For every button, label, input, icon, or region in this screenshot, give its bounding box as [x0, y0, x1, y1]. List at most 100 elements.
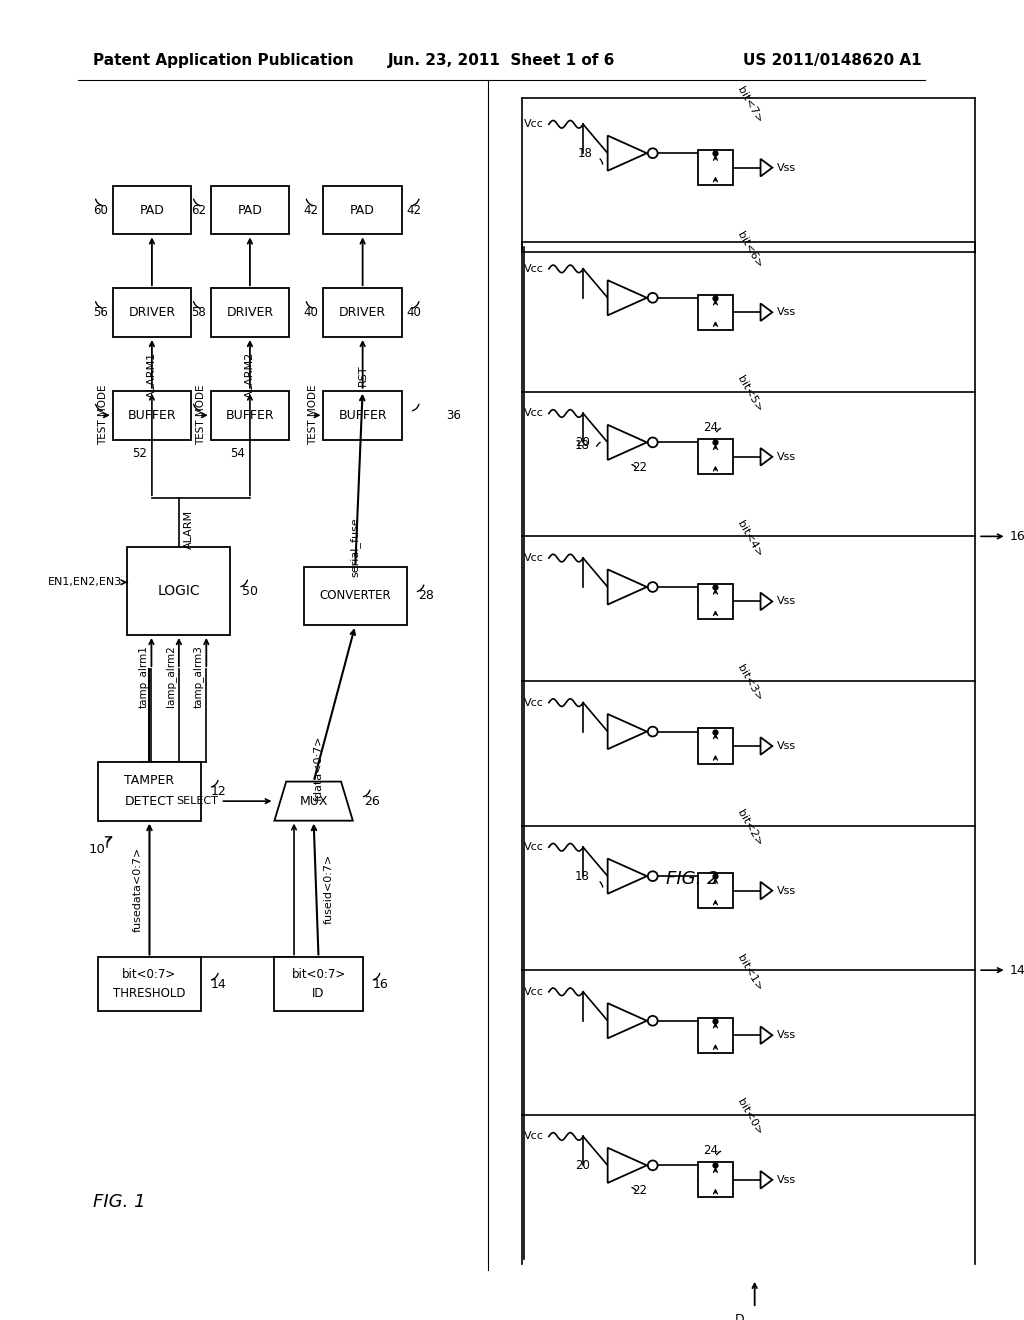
- Text: Vss: Vss: [777, 162, 797, 173]
- Text: THRESHOLD: THRESHOLD: [114, 987, 185, 1001]
- Text: MUX: MUX: [299, 795, 328, 808]
- Text: 16: 16: [373, 978, 388, 991]
- Text: bit<0>: bit<0>: [735, 1097, 764, 1137]
- Text: DRIVER: DRIVER: [226, 306, 273, 319]
- Polygon shape: [607, 280, 647, 315]
- Polygon shape: [761, 882, 772, 899]
- Text: LOGIC: LOGIC: [158, 583, 200, 598]
- Text: Vss: Vss: [777, 741, 797, 751]
- Text: Vss: Vss: [777, 308, 797, 317]
- Text: Vcc: Vcc: [524, 408, 544, 418]
- Bar: [697, 873, 733, 908]
- Polygon shape: [761, 1027, 772, 1044]
- Polygon shape: [607, 425, 647, 459]
- Text: 52: 52: [132, 447, 147, 459]
- Bar: [211, 186, 289, 235]
- Text: 24: 24: [702, 421, 718, 434]
- Bar: [211, 288, 289, 337]
- Polygon shape: [607, 1148, 647, 1183]
- Bar: [98, 762, 201, 821]
- Text: FIG. 1: FIG. 1: [93, 1193, 145, 1210]
- Text: Vss: Vss: [777, 1175, 797, 1185]
- Polygon shape: [761, 304, 772, 321]
- Text: bit<0:7>: bit<0:7>: [292, 968, 346, 981]
- Text: BUFFER: BUFFER: [225, 409, 274, 421]
- Polygon shape: [607, 858, 647, 894]
- Text: FIG. 2: FIG. 2: [667, 870, 719, 888]
- Bar: [697, 729, 733, 763]
- Text: 18: 18: [575, 870, 590, 883]
- Text: Vss: Vss: [777, 597, 797, 606]
- Polygon shape: [274, 781, 353, 821]
- Bar: [113, 288, 191, 337]
- Text: Vss: Vss: [777, 451, 797, 462]
- Text: ALARM2: ALARM2: [245, 352, 255, 399]
- Text: 14: 14: [211, 978, 226, 991]
- Polygon shape: [607, 569, 647, 605]
- Polygon shape: [761, 158, 772, 177]
- Polygon shape: [607, 136, 647, 170]
- Polygon shape: [761, 738, 772, 755]
- Polygon shape: [761, 593, 772, 610]
- Text: fdata<0:7>: fdata<0:7>: [313, 735, 324, 801]
- Text: TEST MODE: TEST MODE: [308, 385, 318, 445]
- Text: D: D: [735, 1313, 744, 1320]
- Bar: [98, 957, 201, 1011]
- Bar: [697, 150, 733, 185]
- Text: 56: 56: [93, 306, 108, 319]
- Text: SELECT: SELECT: [177, 796, 218, 807]
- Text: 54: 54: [230, 447, 245, 459]
- Polygon shape: [761, 447, 772, 466]
- Text: DRIVER: DRIVER: [339, 306, 386, 319]
- Text: 18: 18: [575, 438, 590, 451]
- Text: bit<1>: bit<1>: [735, 953, 764, 993]
- Text: 50: 50: [242, 585, 258, 598]
- Bar: [274, 957, 362, 1011]
- Text: 22: 22: [632, 461, 647, 474]
- Bar: [127, 546, 230, 635]
- Text: US 2011/0148620 A1: US 2011/0148620 A1: [742, 53, 922, 69]
- Text: bit<0:7>: bit<0:7>: [122, 968, 176, 981]
- Text: Vcc: Vcc: [524, 987, 544, 997]
- Text: Vss: Vss: [777, 886, 797, 896]
- Text: RST: RST: [357, 364, 368, 385]
- Text: 40: 40: [304, 306, 318, 319]
- Text: 24: 24: [702, 1144, 718, 1158]
- Bar: [113, 391, 191, 440]
- Text: 58: 58: [191, 306, 206, 319]
- Text: fuseid<0:7>: fuseid<0:7>: [324, 854, 334, 924]
- Text: ALARM: ALARM: [183, 510, 194, 549]
- Bar: [324, 288, 401, 337]
- Text: Vcc: Vcc: [524, 842, 544, 853]
- Text: 40: 40: [407, 306, 422, 319]
- Text: bit<2>: bit<2>: [735, 808, 764, 847]
- Text: BUFFER: BUFFER: [128, 409, 176, 421]
- Polygon shape: [761, 1171, 772, 1188]
- Text: 20: 20: [575, 1159, 590, 1172]
- Text: 18: 18: [579, 147, 593, 160]
- Text: Patent Application Publication: Patent Application Publication: [93, 53, 354, 69]
- Text: bit<5>: bit<5>: [735, 375, 764, 414]
- Text: CONVERTER: CONVERTER: [319, 590, 391, 602]
- Bar: [304, 566, 407, 626]
- Text: Vcc: Vcc: [524, 1131, 544, 1142]
- Text: 62: 62: [190, 203, 206, 216]
- Bar: [324, 391, 401, 440]
- Text: TEST MODE: TEST MODE: [196, 385, 206, 445]
- Text: 12: 12: [211, 785, 226, 797]
- Text: PAD: PAD: [350, 203, 375, 216]
- Text: TEST MODE: TEST MODE: [98, 385, 108, 445]
- Text: bit<4>: bit<4>: [735, 519, 764, 558]
- Text: bit<6>: bit<6>: [735, 230, 764, 269]
- Text: 26: 26: [365, 795, 380, 808]
- Text: EN1,EN2,EN3: EN1,EN2,EN3: [48, 577, 123, 587]
- Polygon shape: [607, 714, 647, 750]
- Text: 14: 14: [1010, 964, 1024, 977]
- Polygon shape: [607, 1003, 647, 1039]
- Text: 28: 28: [419, 590, 434, 602]
- Text: bit<7>: bit<7>: [735, 84, 764, 125]
- Bar: [697, 1162, 733, 1197]
- Text: tamp_alrm1: tamp_alrm1: [137, 644, 148, 708]
- Text: Vcc: Vcc: [524, 698, 544, 708]
- Text: TAMPER: TAMPER: [124, 775, 174, 787]
